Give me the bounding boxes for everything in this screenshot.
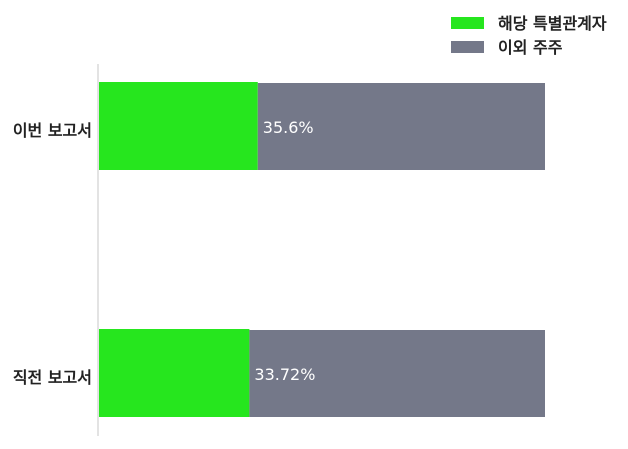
bar-segment-other-shareholders [257, 83, 545, 170]
legend-swatch [451, 17, 484, 29]
legend-swatch [451, 41, 484, 53]
legend-label: 해당 특별관계자 [498, 14, 607, 33]
data-label: 33.72% [254, 365, 315, 384]
category-label: 직전 보고서 [13, 368, 92, 387]
data-label: 35.6% [263, 118, 314, 137]
category-label: 이번 보고서 [13, 121, 92, 140]
bar-segment-special-related [99, 329, 250, 417]
bar-segment-special-related [99, 82, 258, 170]
bar-segment-other-shareholders [249, 330, 545, 417]
legend-label: 이외 주주 [498, 38, 563, 57]
